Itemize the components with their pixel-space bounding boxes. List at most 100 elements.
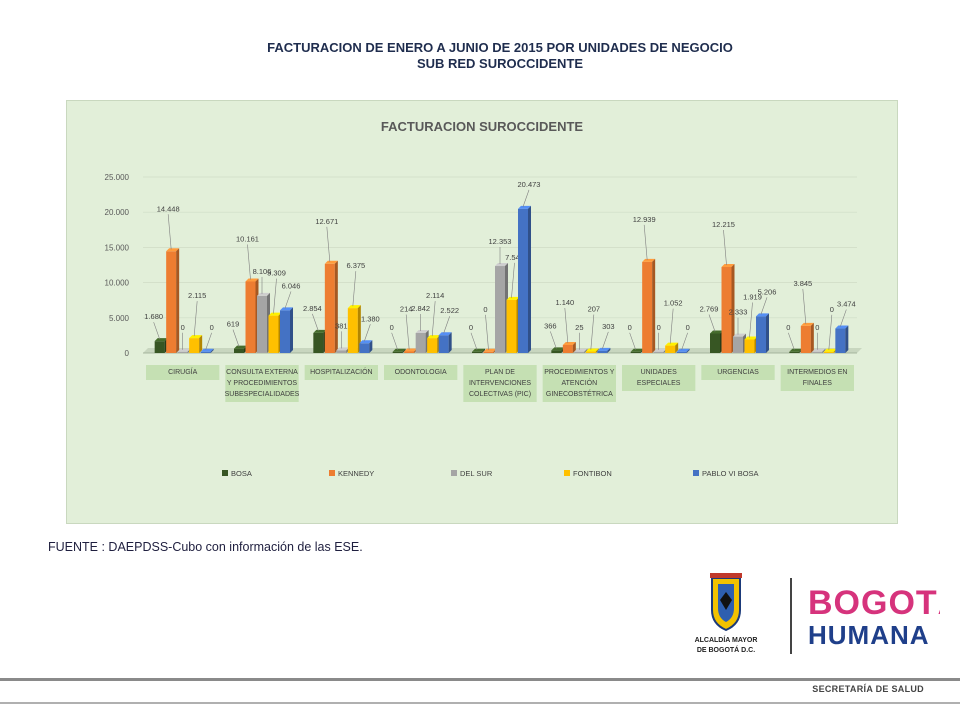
bar <box>756 316 766 353</box>
category-label: ODONTOLOGIA <box>395 369 447 376</box>
data-label: 1.680 <box>144 312 163 321</box>
bar <box>665 345 676 353</box>
data-label: 10.161 <box>236 234 259 243</box>
footer-rule-bottom <box>0 702 960 704</box>
footer-text: SECRETARÍA DE SALUD <box>812 684 924 694</box>
data-label: 2.522 <box>440 306 459 315</box>
bar <box>404 351 415 353</box>
bar-top <box>823 348 837 352</box>
bar-top <box>166 248 180 252</box>
data-label: 2.114 <box>426 291 444 300</box>
legend-label: KENNEDY <box>338 469 374 478</box>
data-label: 3.845 <box>793 279 812 288</box>
data-label: 6.046 <box>282 281 301 290</box>
category-label-box <box>542 365 616 402</box>
bar <box>336 350 347 353</box>
data-label: 0 <box>181 323 185 332</box>
bar-top <box>280 307 293 311</box>
category-label: ESPECIALES <box>637 380 681 387</box>
bar <box>676 351 687 353</box>
bar-top <box>756 313 769 317</box>
data-label: 381 <box>335 321 348 330</box>
bar <box>483 351 494 353</box>
label-leader <box>760 297 768 315</box>
data-label: 25 <box>575 323 583 332</box>
label-leader <box>247 244 251 280</box>
bar <box>823 351 834 353</box>
data-label: 14.448 <box>157 204 180 213</box>
bar-top <box>392 348 406 352</box>
category-label-box <box>463 365 537 402</box>
bar <box>630 351 641 353</box>
data-label: 0 <box>390 323 394 332</box>
label-leader <box>590 314 595 350</box>
bar <box>245 281 256 353</box>
bar-top <box>472 348 485 352</box>
bar-top <box>177 348 191 352</box>
data-label: 619 <box>227 320 240 329</box>
y-tick-label: 10.000 <box>105 279 130 288</box>
bar-side <box>607 347 611 353</box>
category-label: URGENCIAS <box>717 369 759 376</box>
bar <box>597 350 608 353</box>
label-leader <box>470 332 478 350</box>
bar <box>744 339 755 353</box>
bar-top <box>313 329 327 333</box>
label-leader <box>153 322 160 340</box>
bar-side <box>369 340 373 353</box>
category-label: Y PROCEDIMIENTOS <box>227 380 297 387</box>
bar <box>518 208 528 353</box>
label-leader <box>284 291 292 309</box>
data-label: 1.919 <box>743 292 762 301</box>
bar <box>642 261 653 353</box>
bar-top <box>710 330 723 334</box>
bar <box>585 351 596 353</box>
bar-top <box>653 348 667 352</box>
data-label: 2.854 <box>303 304 322 313</box>
bar-top <box>597 347 611 351</box>
bar-side <box>652 258 656 353</box>
bar-side <box>482 348 485 353</box>
label-leader <box>391 332 398 350</box>
bar-top <box>189 335 203 339</box>
label-leader <box>485 314 489 350</box>
data-label: 2.115 <box>188 291 206 300</box>
bar-top <box>585 348 599 352</box>
bar <box>438 335 449 353</box>
data-label: 12.353 <box>489 237 512 246</box>
bar <box>200 351 211 353</box>
data-label: 12.671 <box>315 217 338 226</box>
legend-label: FONTIBON <box>573 469 612 478</box>
bar <box>415 332 426 353</box>
bar-top <box>438 332 452 336</box>
label-leader <box>364 324 371 342</box>
category-label-box <box>384 365 458 380</box>
bar-side <box>448 332 452 353</box>
bar <box>506 299 517 353</box>
data-label: 1.140 <box>555 298 574 307</box>
label-leader <box>602 331 609 349</box>
bar <box>789 351 800 353</box>
label-leader <box>723 229 727 266</box>
bar <box>166 251 177 353</box>
data-label: 214 <box>400 304 413 313</box>
page-title: FACTURACION DE ENERO A JUNIO DE 2015 POR… <box>267 40 733 55</box>
alcaldia-line-2: DE BOGOTÁ D.C. <box>697 645 755 654</box>
label-leader <box>749 302 753 338</box>
category-label: CIRUGÍA <box>168 367 198 376</box>
data-label: 0 <box>628 323 632 332</box>
data-label: 20.473 <box>518 180 541 189</box>
category-label-box <box>622 365 696 391</box>
legend-label: BOSA <box>231 469 252 478</box>
legend-swatch <box>222 470 228 476</box>
bar <box>800 325 811 353</box>
data-label: 0 <box>483 305 487 314</box>
bar-side <box>845 325 849 353</box>
label-leader <box>405 314 410 350</box>
bar-top <box>835 325 849 329</box>
logo-area: ALCALDÍA MAYOR DE BOGOTÁ D.C. BOGOTÁ HUM… <box>680 570 960 660</box>
footer-bar <box>0 683 960 701</box>
bar-chart: FACTURACION SUROCCIDENTE 0 5.000 10.000 15.0… <box>105 119 862 478</box>
bar <box>313 332 324 353</box>
category-label: COLECTIVAS (PIC) <box>469 391 531 398</box>
